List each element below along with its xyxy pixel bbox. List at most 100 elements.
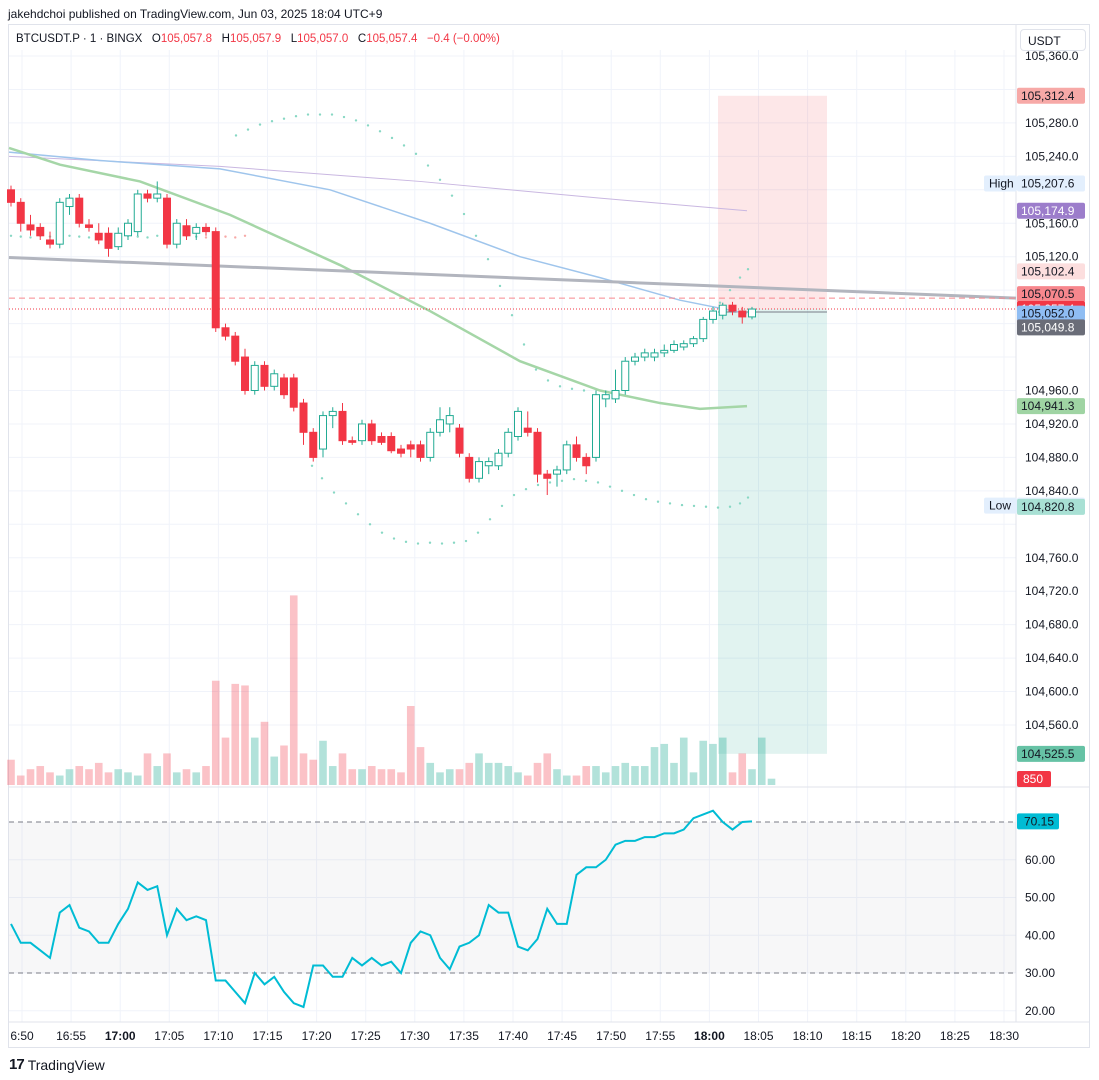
volume-bar <box>670 762 678 785</box>
time-tick-label: 17:45 <box>547 1029 577 1043</box>
sar-dot <box>344 502 348 505</box>
volume-bar <box>7 759 15 785</box>
sar-dot <box>584 479 588 483</box>
volume-bar <box>582 766 591 785</box>
price-label-bg <box>1017 319 1085 336</box>
volume-bar <box>85 769 93 785</box>
indicator-lines <box>8 113 1017 545</box>
sar-dot <box>368 523 372 526</box>
tradingview-logo[interactable]: 17 TradingView <box>9 1056 105 1073</box>
sar-dot <box>404 540 408 544</box>
volume-bar <box>406 706 415 785</box>
currency-button[interactable]: USDT <box>1020 29 1086 51</box>
symbol-legend[interactable]: BTCUSDT.P · 1 · BINGX O105,057.8 H105,05… <box>16 33 500 45</box>
time-tick-label: 18:20 <box>891 1029 921 1043</box>
candle-body <box>640 352 649 358</box>
brand-name: TradingView <box>27 1056 105 1073</box>
candle-body <box>416 444 425 458</box>
sar-dot <box>306 113 310 116</box>
trend-line <box>8 256 1017 300</box>
volume-bar <box>211 680 220 785</box>
volume-bar <box>484 762 493 785</box>
volume-bar <box>689 772 698 785</box>
candle-body <box>748 308 756 318</box>
sar-dot <box>234 134 238 137</box>
candle-body <box>94 232 103 241</box>
sar-dot <box>19 235 22 238</box>
sar-dot <box>366 124 370 127</box>
candle-body <box>426 431 435 458</box>
rsi-line <box>10 809 753 1009</box>
volume-bar <box>241 685 249 785</box>
sar-dot <box>258 123 262 126</box>
volume-bar <box>660 743 669 785</box>
candle-body <box>260 364 269 387</box>
candle-body <box>46 239 54 245</box>
volume-bar <box>280 745 288 785</box>
sar-dot <box>204 236 208 239</box>
price-tick-label: 105,240.0 <box>1025 149 1079 163</box>
candle-body <box>36 226 45 237</box>
sar-dot <box>560 479 564 483</box>
sar-dot <box>728 288 732 292</box>
volume-bar <box>133 775 142 785</box>
volume-bar <box>631 766 639 785</box>
volume-bar <box>328 766 337 785</box>
candle-body <box>172 222 181 245</box>
sar-dot <box>476 531 480 534</box>
rsi-tick-label: 40.00 <box>1025 928 1055 942</box>
candle-body <box>709 310 717 320</box>
volume-bar <box>679 737 688 785</box>
candle-body <box>533 431 542 475</box>
volume-bar <box>601 772 610 785</box>
sar-dot <box>332 491 336 494</box>
marker-tag-bg <box>984 497 1017 514</box>
time-tick-label: 16:55 <box>56 1029 86 1043</box>
candle-body <box>514 410 522 437</box>
sar-dot <box>68 234 71 237</box>
time-tick-label: 18:05 <box>743 1029 773 1043</box>
sar-dot <box>414 152 418 156</box>
volume-bar <box>26 769 35 785</box>
candle-body <box>319 415 327 450</box>
candle-body <box>631 356 639 362</box>
price-tick-label: 104,600.0 <box>1025 685 1079 699</box>
tradingview-logo-icon: 17 <box>9 1056 25 1073</box>
high-value: 105,057.9 <box>229 33 282 45</box>
sar-dot <box>570 387 574 391</box>
price-labels: 105,312.4 105,207.6 High 105,174.9 105,102.4… <box>984 87 1085 830</box>
volume-label-bg <box>1017 771 1051 787</box>
sar-dot <box>486 258 490 261</box>
sar-dot <box>380 531 384 534</box>
sar-dot <box>378 130 382 133</box>
rsi-tick-label: 50.00 <box>1025 891 1055 905</box>
sar-dot <box>243 234 247 237</box>
sar-dot <box>246 128 250 131</box>
volume-bar <box>562 775 571 785</box>
volume-bar <box>250 737 259 785</box>
price-tick-label: 104,640.0 <box>1025 651 1079 665</box>
sar-dot <box>392 537 396 540</box>
volume-bar <box>260 721 269 785</box>
sar-dot <box>512 493 516 497</box>
sar-dot <box>282 117 286 120</box>
sar-dot <box>534 368 538 371</box>
candle-body <box>289 377 298 408</box>
sar-dot <box>390 136 394 140</box>
volume-bar <box>270 756 279 785</box>
rsi-tick-label: 60.00 <box>1025 853 1055 867</box>
sar-dot <box>294 115 298 118</box>
time-tick-label: 17:50 <box>596 1029 626 1043</box>
price-label-bg <box>1017 263 1085 280</box>
price-label: 104,820.8 <box>1021 500 1075 514</box>
sar-dot <box>746 268 750 271</box>
volume-bar <box>709 743 717 785</box>
sar-dot <box>572 477 576 481</box>
price-label-bg <box>1017 175 1085 192</box>
volume-bar <box>426 762 435 785</box>
volume-bar <box>504 766 513 785</box>
candle-body <box>601 394 610 400</box>
sar-dot <box>718 301 722 304</box>
marker-tag-bg <box>984 175 1017 192</box>
